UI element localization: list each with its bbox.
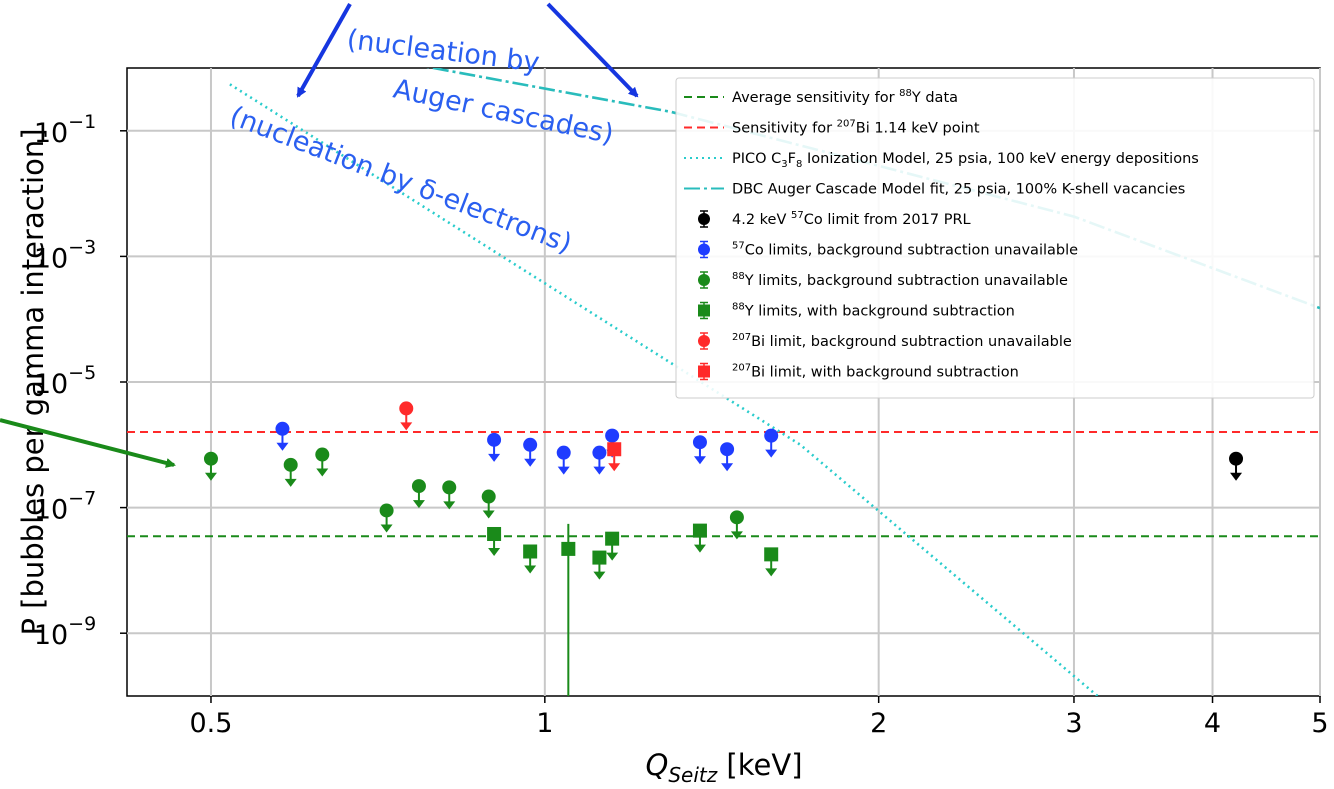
point-co57 (605, 428, 620, 443)
x-axis-label-sub: Seitz (668, 763, 717, 787)
axis-ticks: 0.5 1 2 3 4 5 10−1 10−3 10−5 10−7 10−9 (34, 111, 1329, 739)
y-tick-label: 10−7 (34, 488, 96, 526)
point-y88_bs (487, 526, 502, 541)
point-co57 (275, 421, 290, 436)
limit-arrow-y88_bs (606, 552, 619, 561)
limit-arrow-y88_bs (693, 544, 706, 553)
legend-label: Sensitivity for 207Bi 1.14 keV point (732, 119, 980, 137)
point-co57 (692, 435, 707, 450)
limit-arrow-y88 (443, 501, 456, 510)
limit-arrow-y88 (380, 524, 393, 533)
legend-swatch (698, 274, 710, 286)
limit-arrow-y88 (412, 500, 425, 509)
y-tick-label: 10−5 (34, 362, 96, 400)
limit-arrow-y88 (284, 478, 297, 487)
arrow-auger-right (546, 2, 639, 98)
x-axis-label: QSeitz [keV] (645, 748, 802, 787)
legend-label: DBC Auger Cascade Model fit, 25 psia, 10… (732, 182, 1185, 198)
point-co57 (720, 442, 735, 457)
limit-arrow-bi207_bs (608, 463, 621, 472)
limit-arrow-co57 (276, 442, 289, 451)
limit-arrow-y88_bs (488, 547, 501, 556)
x-tick-label: 2 (870, 708, 887, 739)
legend-swatch (698, 243, 710, 256)
point-y88 (283, 457, 298, 472)
legend-label: 207Bi limit, background subtraction unav… (732, 332, 1072, 350)
limit-arrow-co57 (721, 463, 734, 472)
point-y88_bs (764, 547, 779, 562)
limit-arrow-bi207 (400, 422, 413, 431)
limit-arrow-y88_bs (765, 568, 778, 577)
limit-arrow-co57 (557, 466, 570, 475)
point-co57 (764, 428, 779, 443)
limit-arrow-y88 (204, 472, 217, 481)
point-co57 (592, 445, 607, 460)
arrow-auger-left (296, 3, 352, 98)
y-axis-label: P [bubbles per gamma interaction] (16, 128, 50, 635)
limit-arrow-y88_bs (593, 571, 606, 580)
limit-arrow-co57 (593, 466, 606, 475)
legend-swatch (698, 365, 710, 378)
point-co57 (523, 437, 538, 452)
point-y88_bs (605, 531, 620, 546)
point-y88_bs (523, 544, 538, 559)
limit-arrow-co57 (488, 453, 501, 462)
limit-arrow-y88 (730, 531, 743, 540)
y-tick-label: 10−3 (34, 236, 96, 274)
legend-box (675, 77, 1315, 399)
point-y88_bs_err (561, 541, 576, 556)
point-bi207 (399, 401, 414, 416)
legend-label: 88Y limits, background subtraction unava… (732, 271, 1068, 289)
x-tick-label: 3 (1065, 708, 1082, 739)
point-bi207_bs (607, 442, 622, 457)
x-tick-label: 1 (536, 708, 553, 739)
point-y88_bs (692, 523, 707, 538)
legend-label: 4.2 keV 57Co limit from 2017 PRL (732, 210, 971, 228)
x-axis-label-main: Q (645, 748, 668, 782)
legend-label: Average sensitivity for 88Y data (732, 88, 958, 106)
point-y88 (379, 503, 394, 518)
legend-swatch (698, 213, 710, 225)
point-co57 (487, 432, 502, 447)
y-tick-label: 10−1 (34, 111, 96, 149)
x-tick-label: 0.5 (189, 708, 232, 739)
data-points (203, 401, 1244, 696)
x-tick-label: 5 (1311, 708, 1328, 739)
legend-swatch (698, 304, 710, 317)
limit-arrow-co57_2017 (1230, 472, 1243, 481)
point-y88 (481, 489, 496, 504)
legend-label: 207Bi limit, with background subtraction (732, 363, 1019, 381)
legend-label: 57Co limits, background subtraction unav… (732, 241, 1078, 259)
point-co57_2017 (1229, 451, 1244, 466)
x-axis-label-unit: [keV] (717, 748, 802, 782)
legend-label: 88Y limits, with background subtraction (732, 302, 1015, 320)
limit-arrow-y88 (482, 510, 495, 519)
point-y88 (442, 480, 457, 495)
arrow-green-points (0, 418, 176, 468)
legend: Average sensitivity for 88Y data Sensitiv… (675, 77, 1315, 399)
limit-arrow-co57 (693, 456, 706, 465)
limit-arrow-co57 (524, 458, 537, 467)
point-y88 (203, 451, 218, 466)
point-y88_bs (592, 550, 607, 565)
point-co57 (556, 445, 571, 460)
legend-swatch (698, 335, 710, 347)
x-tick-label: 4 (1204, 708, 1221, 739)
limit-arrow-co57 (765, 449, 778, 458)
legend-label: PICO C3F8 Ionization Model, 25 psia, 100… (732, 151, 1199, 170)
y-tick-label: 10−9 (34, 613, 96, 651)
limit-arrow-y88_bs (524, 565, 537, 574)
point-y88 (729, 510, 744, 525)
point-y88 (315, 447, 330, 462)
point-y88 (411, 479, 426, 494)
limit-arrow-y88 (316, 468, 329, 477)
